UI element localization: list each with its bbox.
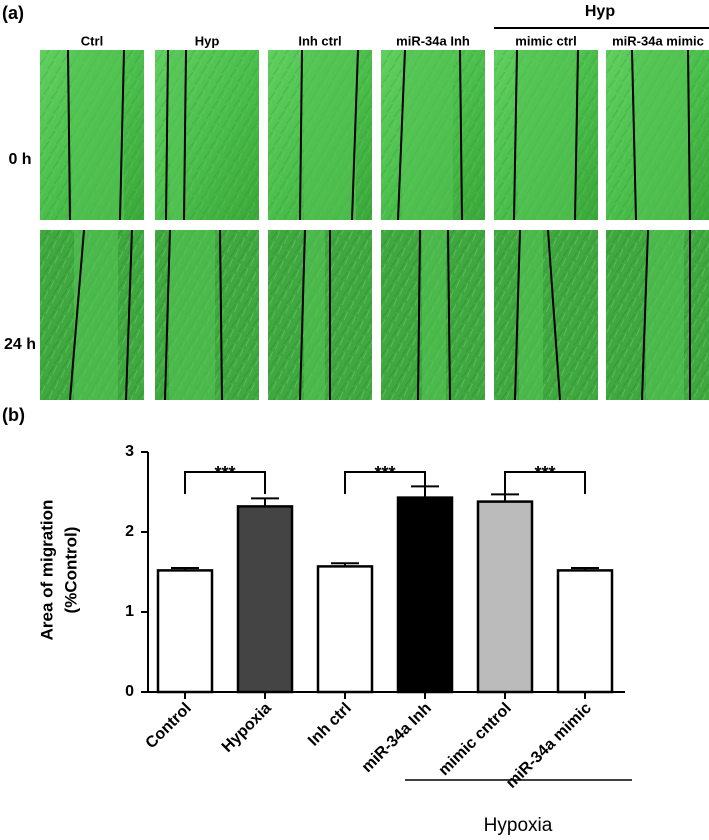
scratch-gap — [169, 230, 215, 400]
y-axis-label: Area of migration — [37, 500, 56, 641]
image-grid — [40, 49, 709, 401]
bar — [236, 505, 294, 694]
significance-label: *** — [374, 463, 395, 483]
wound-edge — [67, 49, 71, 221]
y-tick-label: 3 — [125, 443, 134, 460]
wound-edge — [164, 229, 171, 401]
wound-edge — [351, 49, 359, 221]
y-tick-label: 0 — [125, 683, 134, 700]
wound-edge — [687, 49, 691, 221]
column-label: Inh ctrl — [298, 33, 341, 48]
scratch-gap — [518, 50, 575, 220]
wound-edge — [641, 229, 649, 401]
wound-edge — [459, 49, 463, 221]
scratch-gap — [402, 50, 453, 220]
panel-label: (a) — [2, 3, 24, 23]
column-label: Ctrl — [81, 33, 103, 48]
y-tick-label: 1 — [125, 603, 134, 620]
scratch-gap — [646, 230, 684, 400]
scratch-gap — [74, 230, 118, 400]
bar — [156, 569, 214, 694]
x-tick-label: miR-34a Inh — [359, 700, 435, 776]
bar — [396, 496, 454, 694]
wound-edge — [397, 49, 406, 221]
scratch-gap — [636, 50, 688, 220]
scratch-gap — [304, 50, 356, 220]
scratch-gap — [519, 230, 543, 400]
significance-bracket — [344, 471, 426, 494]
wound-edge — [219, 229, 223, 401]
wound-edge — [183, 49, 187, 221]
wound-edge — [514, 229, 521, 401]
wound-edge — [299, 49, 303, 221]
x-tick-label: miR-34a mimic — [503, 700, 595, 792]
wound-edge — [299, 229, 306, 401]
group-label: Hyp — [585, 3, 615, 20]
x-tick-label: mimic cntrol — [436, 700, 515, 779]
x-tick-label: Inh ctrl — [305, 700, 355, 750]
wound-edge — [125, 229, 133, 401]
scratch-gap — [304, 230, 325, 400]
significance-bracket — [504, 471, 586, 494]
panel-label: (b) — [2, 405, 25, 425]
x-tick-label: Control — [143, 700, 195, 752]
wound-edge — [165, 49, 169, 221]
column-label: Hyp — [195, 33, 220, 48]
scratch-gap — [170, 50, 184, 220]
row-label: 24 h — [4, 336, 36, 353]
column-label: mimic ctrl — [515, 33, 576, 48]
row-label: 0 h — [8, 151, 31, 168]
group-label: Hypoxia — [484, 815, 553, 836]
wound-edge — [631, 49, 637, 221]
wound-edge — [547, 229, 561, 401]
y-axis-label: (%Control) — [61, 527, 80, 614]
significance-label: *** — [534, 463, 555, 483]
column-label: miR-34a mimic — [612, 33, 704, 48]
significance-bracket — [184, 471, 266, 494]
wound-edge — [447, 229, 451, 401]
scratch-gap — [72, 50, 124, 220]
x-tick-label: Hypoxia — [219, 700, 275, 756]
bar — [556, 569, 614, 694]
cell-texture — [494, 230, 598, 400]
y-tick-label: 2 — [125, 523, 134, 540]
bar — [316, 565, 374, 694]
bar — [476, 500, 534, 694]
scratch-gap — [422, 230, 446, 400]
wound-edge — [119, 49, 125, 221]
significance-label: *** — [214, 463, 235, 483]
wound-edge — [69, 229, 85, 401]
wound-edge — [513, 49, 518, 221]
wound-edge — [417, 229, 421, 401]
column-label: miR-34a Inh — [396, 33, 470, 48]
wound-edge — [574, 49, 579, 221]
